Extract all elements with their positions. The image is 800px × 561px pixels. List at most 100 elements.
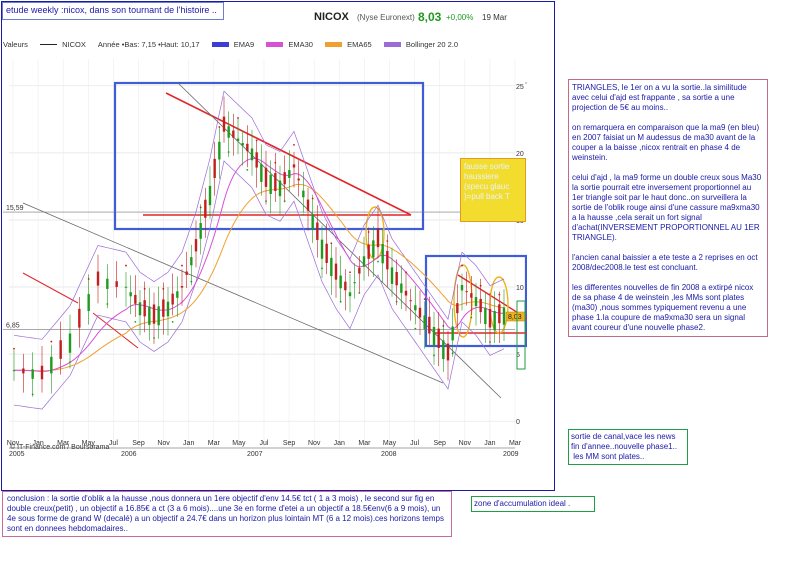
resistance-line-1	[165, 92, 412, 216]
candle-body	[358, 267, 361, 274]
x-tick-label: Nov	[157, 440, 170, 447]
channel-line-lower	[22, 202, 444, 384]
sar-dot	[339, 300, 342, 303]
sar-dot	[265, 200, 267, 203]
x-tick-label: Jan	[334, 440, 345, 447]
sar-dot	[181, 264, 183, 267]
candle-body	[96, 271, 100, 286]
sar-dot	[171, 321, 174, 323]
candle-body	[208, 185, 212, 206]
candle-body	[474, 297, 478, 307]
sar-dot	[125, 264, 127, 267]
sar-dot	[321, 267, 323, 270]
note-para-3: celui d'ajd , la ma9 forme un double cre…	[572, 173, 762, 242]
candle-body	[348, 292, 352, 297]
price-change: +0,00%	[446, 13, 474, 22]
candle-body	[297, 178, 300, 181]
sar-dot	[414, 327, 417, 330]
legend-valeur-label: Valeurs	[3, 39, 28, 49]
candle-body	[479, 298, 482, 313]
legend-swatch-ema9	[211, 41, 229, 47]
candle-body	[278, 180, 282, 197]
candle-body	[502, 307, 506, 325]
sar-dot	[190, 280, 193, 283]
note-para-2: on remarquera en comparaison que la ma9 …	[572, 123, 760, 162]
channel-exit-note: sortie de canal,vace les news fin d'anne…	[568, 429, 688, 465]
candle-body	[288, 170, 291, 178]
triangle-2-box	[424, 254, 527, 348]
sar-dot	[433, 354, 435, 357]
sar-dot	[377, 260, 379, 263]
candle-body	[12, 370, 16, 372]
sar-dot	[162, 287, 165, 290]
candle-body	[129, 292, 132, 297]
x-tick-label: Sep	[433, 440, 446, 447]
exchange-name: (Nyse Euronext)	[357, 13, 415, 22]
sar-dot	[255, 139, 258, 142]
candle-body	[395, 272, 398, 286]
candle-body	[218, 141, 221, 160]
sar-dot	[50, 340, 53, 343]
candle-body	[50, 356, 53, 374]
candle-body	[386, 250, 389, 270]
price-series	[12, 90, 506, 410]
candle-body	[236, 138, 240, 141]
bollinger-upper-line	[13, 90, 505, 340]
candle-body	[400, 283, 403, 293]
x-year-label: 2009	[503, 451, 519, 458]
sar-dot	[283, 200, 286, 203]
sar-dot	[13, 347, 15, 350]
candle-body	[414, 305, 417, 311]
candle-body	[269, 174, 272, 194]
triangle-1-box	[113, 81, 425, 231]
candle-body	[260, 164, 263, 182]
sar-dot	[330, 242, 333, 245]
candle-body	[185, 271, 188, 275]
x-year-label: 2006	[121, 451, 137, 458]
note-para-1: TRIANGLES, le 1er on a vu la sortie..la …	[572, 83, 747, 112]
candle-body	[334, 263, 338, 280]
x-tick-label: Mar	[208, 440, 221, 447]
candle-body	[162, 299, 165, 317]
candle-body	[31, 369, 34, 379]
candle-body	[204, 199, 207, 218]
candle-body	[320, 239, 324, 259]
sar-dot	[134, 321, 137, 323]
legend-bollinger: Bollinger 20 2.0	[405, 39, 459, 49]
candle-body	[376, 228, 380, 248]
candle-body	[423, 315, 426, 330]
candle-body	[344, 281, 347, 291]
candle-body	[465, 291, 468, 293]
x-tick-label: Mar	[358, 440, 371, 447]
candle-body	[367, 244, 370, 259]
candle-body	[22, 368, 25, 374]
sar-dot	[470, 316, 473, 319]
candle-body	[311, 214, 314, 230]
last-price: 8,03	[418, 10, 442, 24]
x-tick-label: May	[383, 440, 397, 447]
candle-body	[176, 291, 179, 298]
legend-valeur-name: NICOX	[62, 39, 86, 49]
x-tick-label: Mar	[57, 440, 70, 447]
sar-dot	[423, 298, 426, 301]
candle-body	[302, 190, 305, 198]
candle-body	[274, 172, 277, 191]
sar-dot	[218, 126, 221, 128]
conclusion-note: conclusion : la sortie d'oblik a la haus…	[2, 491, 452, 537]
y-tick-label: 10	[516, 285, 524, 292]
x-tick-label: Jan	[484, 440, 495, 447]
price-tag: 8,03	[508, 314, 522, 321]
note-para-4: l'ancien canal baissier a ete teste a 2 …	[572, 253, 758, 272]
red-diagonal-left-2	[92, 312, 139, 349]
legend-year-stats: Année •Bas: 7,15 •Haut: 10,17	[97, 39, 200, 49]
candle-body	[115, 281, 118, 287]
accumulation-zone-note: zone d'accumulation ideal .	[471, 496, 595, 512]
candle-body	[432, 326, 436, 346]
y-tick-label: 5	[516, 352, 520, 359]
legend-swatch-ema65	[325, 41, 343, 47]
false-breakout-note: fausse sortie haussiere (specu glauc )=p…	[460, 158, 526, 222]
x-tick-label: Jul	[410, 440, 419, 447]
x-tick-label: Jan	[183, 440, 194, 447]
candle-body	[418, 307, 422, 318]
sar-dot	[395, 300, 398, 303]
